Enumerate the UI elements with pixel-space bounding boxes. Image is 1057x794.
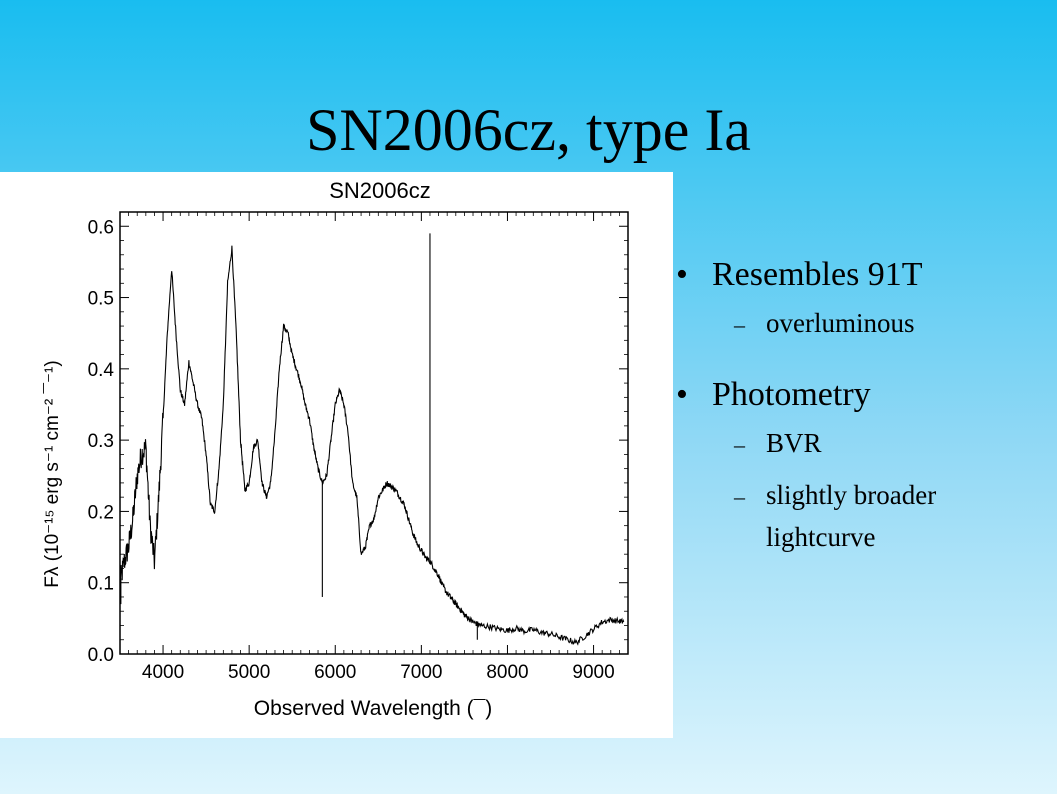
y-axis-label: Fλ (10⁻¹⁵ erg s⁻¹ cm⁻² ¯⁻¹) [42,360,63,587]
y-tick-label: 0.2 [88,502,114,523]
y-tick-label: 0.4 [88,360,115,381]
dash-icon: – [734,432,745,457]
chart-title: SN2006cz [329,178,431,203]
plot-frame [119,211,629,655]
sub-bullet-text: slightly broader lightcurve [766,480,937,552]
x-tick-label: 7000 [400,662,442,683]
bullet-text: Resembles 91T [712,256,923,293]
dash-icon: – [734,484,745,509]
sub-bullet-overluminous: – overluminous [734,302,1046,346]
spectrum-line [119,245,625,646]
sub-bullet-lightcurve: – slightly broader lightcurve [734,474,1046,558]
bullet-resembles: • Resembles 91T [676,256,1046,294]
x-tick-label: 6000 [314,662,356,683]
sub-bullet-bvr: – BVR [734,422,1046,466]
y-tick-label: 0.3 [88,431,114,452]
y-tick-label: 0.1 [88,574,114,595]
spectrum-figure: SN2006cz 4000 5000 6000 7000 8000 9000 0.0 0.1 0… [0,172,673,738]
bullet-text: Photometry [712,376,871,413]
x-tick-label: 9000 [572,662,614,683]
y-tick-label: 0.5 [88,289,114,310]
sub-bullet-text: BVR [766,428,822,458]
x-tick-label: 5000 [228,662,270,683]
x-axis-label: Observed Wavelength (¯) [254,697,492,720]
y-tick-label: 0.6 [88,217,114,238]
sub-bullet-text: overluminous [766,308,915,338]
bullet-dot-icon: • [676,376,688,413]
bullet-photometry: • Photometry [676,376,1046,414]
bullet-list: • Resembles 91T – overluminous • Photome… [676,256,1046,558]
bullet-dot-icon: • [676,256,688,293]
dash-icon: – [734,312,745,337]
spectrum-chart: SN2006cz 4000 5000 6000 7000 8000 9000 0.0 0.1 0… [42,178,629,720]
y-tick-label: 0.0 [88,645,114,666]
x-tick-label: 8000 [486,662,528,683]
x-tick-label: 4000 [142,662,184,683]
slide-title: SN2006cz, type Ia [306,97,751,163]
